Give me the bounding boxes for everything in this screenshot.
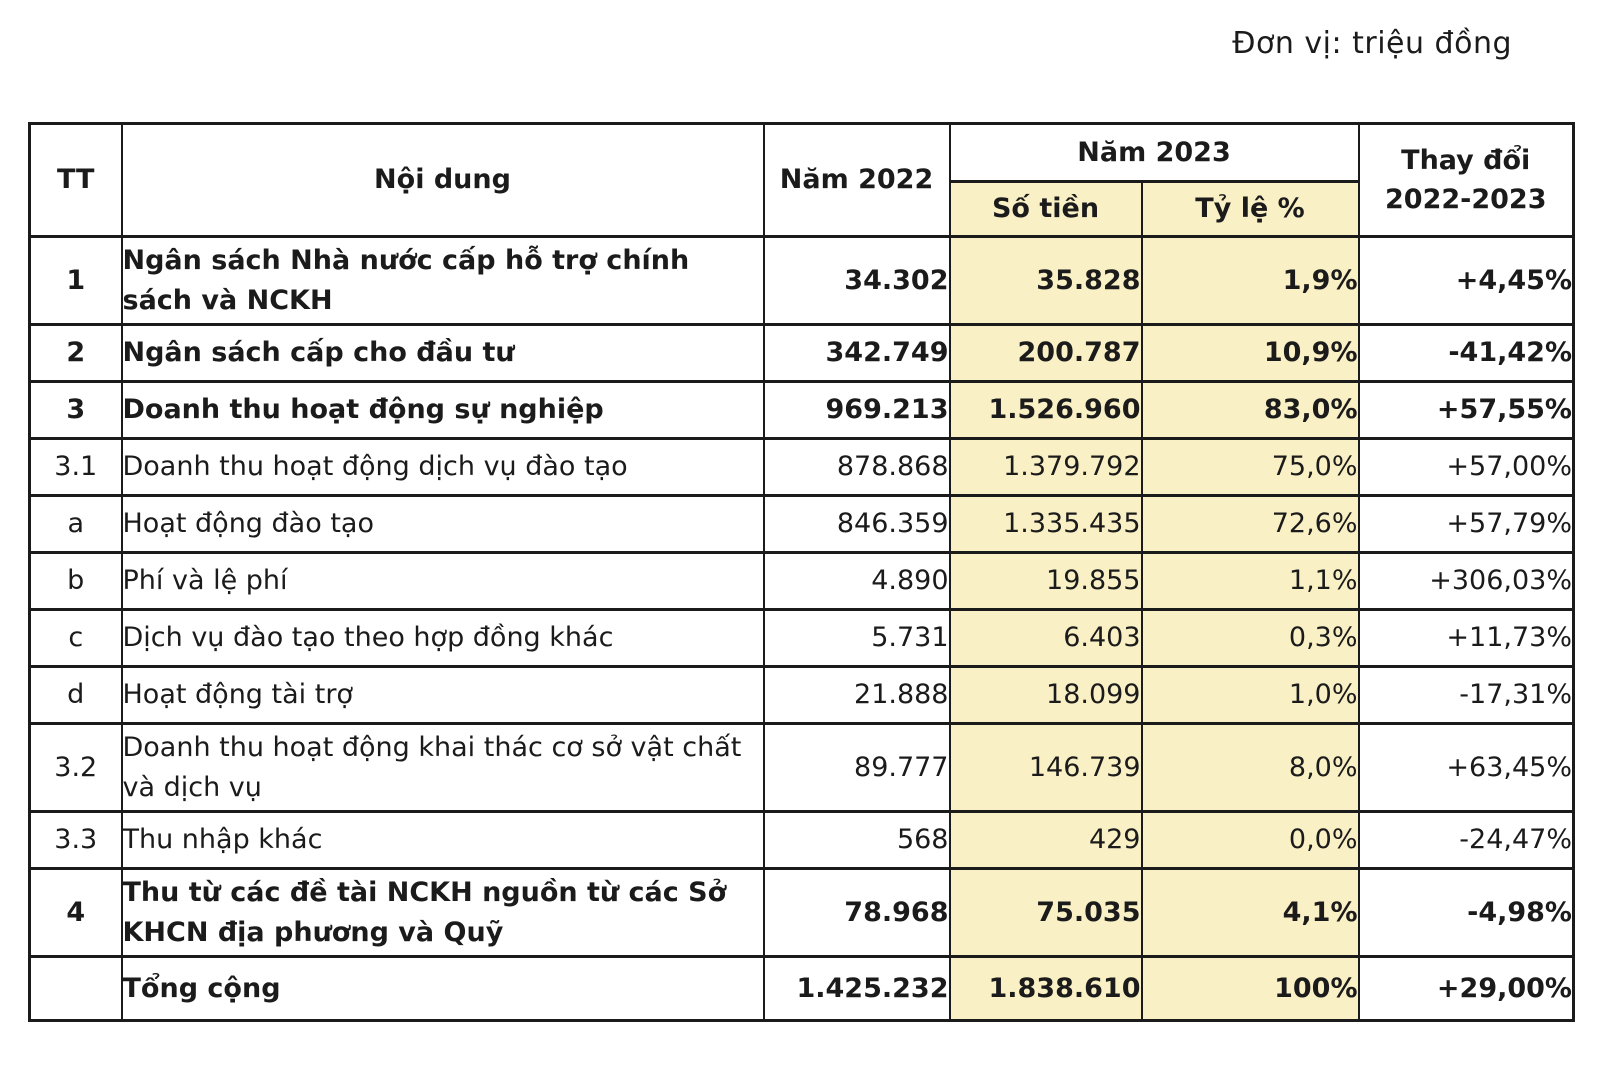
cell-change: +4,45% xyxy=(1357,235,1575,326)
cell-ratio-2023: 1,0% xyxy=(1140,665,1360,725)
cell-change: +11,73% xyxy=(1357,608,1575,668)
cell-amount-2023: 1.335.435 xyxy=(948,494,1143,554)
row-tt: b xyxy=(28,551,123,611)
cell-year2022: 1.425.232 xyxy=(762,955,951,1022)
row-label: Ngân sách Nhà nước cấp hỗ trợ chính sách… xyxy=(120,235,765,326)
table-row: 3 Doanh thu hoạt động sự nghiệp 969.213 … xyxy=(28,380,1575,440)
cell-change: +306,03% xyxy=(1357,551,1575,611)
row-tt: 3.3 xyxy=(28,810,123,870)
cell-ratio-2023: 10,9% xyxy=(1140,323,1360,383)
cell-amount-2023: 146.739 xyxy=(948,722,1143,813)
cell-change: +63,45% xyxy=(1357,722,1575,813)
cell-amount-2023: 1.838.610 xyxy=(948,955,1143,1022)
row-tt: 3.1 xyxy=(28,437,123,497)
cell-amount-2023: 200.787 xyxy=(948,323,1143,383)
cell-amount-2023: 429 xyxy=(948,810,1143,870)
row-tt: c xyxy=(28,608,123,668)
row-label: Thu từ các đề tài NCKH nguồn từ các Sở K… xyxy=(120,867,765,958)
cell-ratio-2023: 1,9% xyxy=(1140,235,1360,326)
header-change-line1: Thay đổi xyxy=(1401,144,1531,176)
row-label: Hoạt động tài trợ xyxy=(120,665,765,725)
cell-year2022: 342.749 xyxy=(762,323,951,383)
row-tt: 2 xyxy=(28,323,123,383)
cell-year2022: 21.888 xyxy=(762,665,951,725)
cell-ratio-2023: 0,3% xyxy=(1140,608,1360,668)
table-row: c Dịch vụ đào tạo theo hợp đồng khác 5.7… xyxy=(28,608,1575,668)
cell-change: -4,98% xyxy=(1357,867,1575,958)
cell-amount-2023: 35.828 xyxy=(948,235,1143,326)
cell-amount-2023: 6.403 xyxy=(948,608,1143,668)
row-label: Doanh thu hoạt động dịch vụ đào tạo xyxy=(120,437,765,497)
cell-amount-2023: 75.035 xyxy=(948,867,1143,958)
cell-year2022: 568 xyxy=(762,810,951,870)
cell-change: -24,47% xyxy=(1357,810,1575,870)
table-row: a Hoạt động đào tạo 846.359 1.335.435 72… xyxy=(28,494,1575,554)
cell-ratio-2023: 0,0% xyxy=(1140,810,1360,870)
header-ratio: Tỷ lệ % xyxy=(1140,180,1360,238)
table-row: 3.3 Thu nhập khác 568 429 0,0% -24,47% xyxy=(28,810,1575,870)
row-tt: d xyxy=(28,665,123,725)
header-change: Thay đổi 2022-2023 xyxy=(1357,122,1575,238)
table-row: 3.1 Doanh thu hoạt động dịch vụ đào tạo … xyxy=(28,437,1575,497)
cell-change: -17,31% xyxy=(1357,665,1575,725)
cell-amount-2023: 1.526.960 xyxy=(948,380,1143,440)
cell-change: +57,79% xyxy=(1357,494,1575,554)
table-row: d Hoạt động tài trợ 21.888 18.099 1,0% -… xyxy=(28,665,1575,725)
header-change-line2: 2022-2023 xyxy=(1385,184,1547,215)
header-amount: Số tiền xyxy=(948,180,1143,238)
row-label: Tổng cộng xyxy=(120,955,765,1022)
row-tt xyxy=(28,955,123,1022)
table-header-row-1: TT Nội dung Năm 2022 Năm 2023 Thay đổi 2… xyxy=(28,122,1575,238)
cell-ratio-2023: 75,0% xyxy=(1140,437,1360,497)
cell-ratio-2023: 4,1% xyxy=(1140,867,1360,958)
cell-amount-2023: 19.855 xyxy=(948,551,1143,611)
cell-change: +29,00% xyxy=(1357,955,1575,1022)
table-row: 2 Ngân sách cấp cho đầu tư 342.749 200.7… xyxy=(28,323,1575,383)
table-container: TT Nội dung Năm 2022 Năm 2023 Thay đổi 2… xyxy=(28,122,1575,1022)
row-tt: 4 xyxy=(28,867,123,958)
row-tt: 1 xyxy=(28,235,123,326)
row-label: Hoạt động đào tạo xyxy=(120,494,765,554)
row-label: Doanh thu hoạt động khai thác cơ sở vật … xyxy=(120,722,765,813)
header-content: Nội dung xyxy=(120,122,765,238)
row-tt: a xyxy=(28,494,123,554)
cell-year2022: 34.302 xyxy=(762,235,951,326)
cell-year2022: 846.359 xyxy=(762,494,951,554)
row-tt: 3.2 xyxy=(28,722,123,813)
cell-year2022: 78.968 xyxy=(762,867,951,958)
row-label: Thu nhập khác xyxy=(120,810,765,870)
table-row-total: Tổng cộng 1.425.232 1.838.610 100% +29,0… xyxy=(28,955,1575,1022)
cell-ratio-2023: 83,0% xyxy=(1140,380,1360,440)
table-row: 4 Thu từ các đề tài NCKH nguồn từ các Sở… xyxy=(28,867,1575,958)
row-label: Ngân sách cấp cho đầu tư xyxy=(120,323,765,383)
cell-ratio-2023: 100% xyxy=(1140,955,1360,1022)
table-row: b Phí và lệ phí 4.890 19.855 1,1% +306,0… xyxy=(28,551,1575,611)
header-tt: TT xyxy=(28,122,123,238)
cell-change: +57,00% xyxy=(1357,437,1575,497)
cell-ratio-2023: 1,1% xyxy=(1140,551,1360,611)
cell-ratio-2023: 72,6% xyxy=(1140,494,1360,554)
cell-amount-2023: 1.379.792 xyxy=(948,437,1143,497)
header-year-2023: Năm 2023 xyxy=(948,122,1360,183)
table-row: 3.2 Doanh thu hoạt động khai thác cơ sở … xyxy=(28,722,1575,813)
cell-year2022: 4.890 xyxy=(762,551,951,611)
row-label: Doanh thu hoạt động sự nghiệp xyxy=(120,380,765,440)
cell-change: -41,42% xyxy=(1357,323,1575,383)
table-header-row-2: Số tiền Tỷ lệ % xyxy=(30,180,1574,238)
cell-year2022: 969.213 xyxy=(762,380,951,440)
table-row: 1 Ngân sách Nhà nước cấp hỗ trợ chính sá… xyxy=(28,235,1575,326)
revenue-table: TT Nội dung Năm 2022 Năm 2023 Thay đổi 2… xyxy=(28,122,1575,1022)
cell-year2022: 878.868 xyxy=(762,437,951,497)
row-tt: 3 xyxy=(28,380,123,440)
cell-year2022: 89.777 xyxy=(762,722,951,813)
row-label: Phí và lệ phí xyxy=(120,551,765,611)
cell-amount-2023: 18.099 xyxy=(948,665,1143,725)
unit-label: Đơn vị: triệu đồng xyxy=(1232,26,1512,61)
cell-change: +57,55% xyxy=(1357,380,1575,440)
cell-ratio-2023: 8,0% xyxy=(1140,722,1360,813)
header-year-2022: Năm 2022 xyxy=(762,122,951,238)
cell-year2022: 5.731 xyxy=(762,608,951,668)
row-label: Dịch vụ đào tạo theo hợp đồng khác xyxy=(120,608,765,668)
